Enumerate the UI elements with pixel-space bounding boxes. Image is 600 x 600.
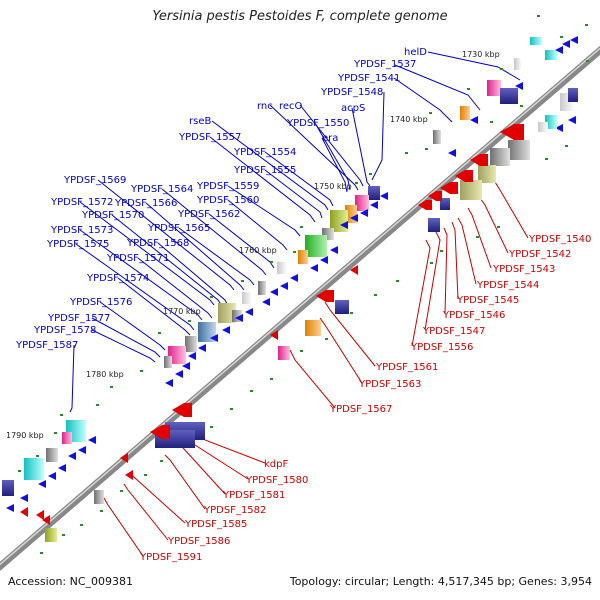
gene-label: YPDSF_1575 <box>46 239 109 250</box>
gene-label: YPDSF_1562 <box>177 209 240 220</box>
gene-label: YPDSF_1568 <box>126 238 189 249</box>
gene-label: YPDSF_1547 <box>422 326 485 337</box>
gene-label: YPDSF_1537 <box>353 59 416 70</box>
gene-label: YPDSF_1546 <box>442 310 505 321</box>
kbp-ticks <box>18 15 589 554</box>
kbp-label: 1790 kbp <box>6 431 44 440</box>
genome-summary-text: Topology: circular; Length: 4,517,345 bp… <box>289 575 592 588</box>
gene-label: acpS <box>341 103 365 114</box>
gene-label: YPDSF_1555 <box>233 165 296 176</box>
reverse-gene-blocks <box>45 115 557 542</box>
kbp-labels: 1730 kbp 1740 kbp 1750 kbp 1760 kbp 1770… <box>6 50 500 440</box>
gene-label: YPDSF_1567 <box>329 404 392 415</box>
gene-label: YPDSF_1544 <box>476 280 539 291</box>
gene-label: YPDSF_1587 <box>15 340 78 351</box>
gene-label: YPDSF_1542 <box>508 249 571 260</box>
kbp-label: 1740 kbp <box>390 115 428 124</box>
gene-label: YPDSF_1563 <box>358 379 421 390</box>
gene-label: YPDSF_1572 <box>50 197 113 208</box>
gene-label: YPDSF_1543 <box>492 264 555 275</box>
gene-label: YPDSF_1580 <box>245 475 308 486</box>
gene-label: helD <box>404 47 427 58</box>
reverse-gene-labels: YPDSF_1540 YPDSF_1542 YPDSF_1543 YPDSF_1… <box>139 234 591 563</box>
gene-label: YPDSF_1556 <box>410 342 473 353</box>
gene-label: YPDSF_1581 <box>222 490 285 501</box>
gene-label: rnc <box>257 101 273 112</box>
gene-label: YPDSF_1585 <box>184 519 247 530</box>
accession-text: Accession: NC_009381 <box>8 575 134 588</box>
gene-label: era <box>322 133 338 144</box>
gene-label: YPDSF_1561 <box>375 362 438 373</box>
kbp-label: 1760 kbp <box>239 246 277 255</box>
gene-label: YPDSF_1540 <box>528 234 591 245</box>
gene-label: YPDSF_1569 <box>63 175 126 186</box>
gene-label: YPDSF_1541 <box>337 73 400 84</box>
gene-label: YPDSF_1576 <box>69 297 132 308</box>
gene-label: YPDSF_1582 <box>203 505 266 516</box>
forward-arrows <box>6 36 578 512</box>
gene-label: YPDSF_1570 <box>81 210 144 221</box>
forward-gene-labels: helD YPDSF_1537 YPDSF_1541 YPDSF_1548 rn… <box>15 47 427 351</box>
gene-label: YPDSF_1548 <box>320 87 383 98</box>
kbp-label: 1770 kbp <box>163 307 201 316</box>
map-title: Yersinia pestis Pestoides F, complete ge… <box>152 9 448 24</box>
gene-label: rseB <box>189 116 211 127</box>
kbp-label: 1750 kbp <box>314 182 352 191</box>
gene-label: YPDSF_1574 <box>86 273 149 284</box>
gene-label: YPDSF_1550 <box>286 118 349 129</box>
gene-label: YPDSF_1564 <box>130 184 193 195</box>
gene-label: YPDSF_1545 <box>456 295 519 306</box>
gene-label: YPDSF_1566 <box>114 198 177 209</box>
gene-label: YPDSF_1578 <box>33 325 96 336</box>
gene-label: YPDSF_1565 <box>147 223 210 234</box>
gene-label: recO <box>279 101 303 112</box>
gene-label: YPDSF_1586 <box>167 536 230 547</box>
reverse-arrows <box>20 124 524 525</box>
gene-label: YPDSF_1559 <box>196 181 259 192</box>
gene-label: YPDSF_1591 <box>139 552 202 563</box>
gene-label: YPDSF_1571 <box>106 253 169 264</box>
gene-label: YPDSF_1560 <box>196 195 259 206</box>
gene-label: YPDSF_1557 <box>178 132 241 143</box>
gene-label: YPDSF_1554 <box>233 147 296 158</box>
gene-label: kdpF <box>264 459 288 470</box>
forward-leader-lines <box>69 51 521 413</box>
forward-gene-blocks <box>2 37 578 496</box>
gene-label: YPDSF_1577 <box>47 313 110 324</box>
gene-label: YPDSF_1573 <box>50 225 113 236</box>
kbp-label: 1730 kbp <box>462 50 500 59</box>
kbp-label: 1780 kbp <box>86 370 124 379</box>
